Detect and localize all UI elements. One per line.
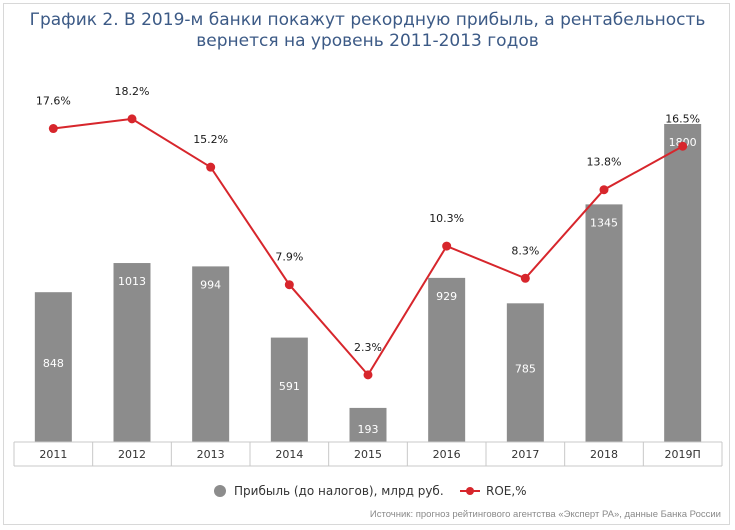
bar-2018 xyxy=(585,204,623,442)
roe-point xyxy=(678,141,688,151)
bar-value-label: 994 xyxy=(200,278,221,291)
x-tick-label: 2014 xyxy=(275,448,303,461)
bar-2012 xyxy=(113,263,151,442)
bar-2017 xyxy=(506,303,544,442)
bar-2016 xyxy=(428,277,466,442)
roe-value-label: 17.6% xyxy=(36,95,71,108)
chart-title-line-1: График 2. В 2019-м банки покажут рекордн… xyxy=(29,10,706,30)
x-tick-label: 2012 xyxy=(118,448,146,461)
roe-point xyxy=(520,273,530,283)
roe-point xyxy=(48,124,58,134)
chart-frame xyxy=(3,3,730,525)
roe-point xyxy=(363,370,373,380)
roe-point xyxy=(206,162,216,172)
x-tick-label: 2018 xyxy=(590,448,618,461)
bar-value-label: 193 xyxy=(358,423,379,436)
chart-title: График 2. В 2019-м банки покажут рекордн… xyxy=(0,10,735,52)
legend-bar-label: Прибыль (до налогов), млрд руб. xyxy=(234,484,444,498)
roe-point xyxy=(127,114,137,124)
bar-2015 xyxy=(349,407,387,442)
legend-roe-marker xyxy=(466,487,474,495)
x-tick-label: 2013 xyxy=(197,448,225,461)
roe-value-label: 10.3% xyxy=(429,212,464,225)
bar-value-label: 1013 xyxy=(118,275,146,288)
source-note: Источник: прогноз рейтингового агентства… xyxy=(369,509,721,520)
bar-2019П xyxy=(664,124,702,442)
bar-value-label: 1345 xyxy=(590,216,618,229)
bar-value-label: 929 xyxy=(436,290,457,303)
legend-roe-label: ROE,% xyxy=(486,484,527,498)
roe-point xyxy=(442,241,452,251)
bar-2013 xyxy=(192,266,230,442)
roe-point xyxy=(599,185,609,195)
roe-value-label: 13.8% xyxy=(587,156,622,169)
bar-2014 xyxy=(270,337,308,442)
x-tick-label: 2015 xyxy=(354,448,382,461)
bar-value-label: 591 xyxy=(279,380,300,393)
x-tick-label: 2016 xyxy=(433,448,461,461)
bar-value-label: 785 xyxy=(515,363,536,376)
roe-value-label: 2.3% xyxy=(354,341,382,354)
x-tick-label: 2019П xyxy=(665,448,701,461)
roe-value-label: 15.2% xyxy=(193,133,228,146)
bar-2011 xyxy=(34,292,72,442)
bar-value-label: 848 xyxy=(43,357,64,370)
x-tick-label: 2017 xyxy=(511,448,539,461)
roe-value-label: 8.3% xyxy=(511,244,539,257)
x-tick-label: 2011 xyxy=(39,448,67,461)
roe-value-label: 7.9% xyxy=(275,251,303,264)
roe-value-label: 18.2% xyxy=(115,85,150,98)
chart-title-line-2: вернется на уровень 2011-2013 годов xyxy=(196,31,539,51)
legend-bar-marker xyxy=(214,485,226,497)
roe-point xyxy=(284,280,294,290)
roe-value-label: 16.5% xyxy=(665,112,700,125)
